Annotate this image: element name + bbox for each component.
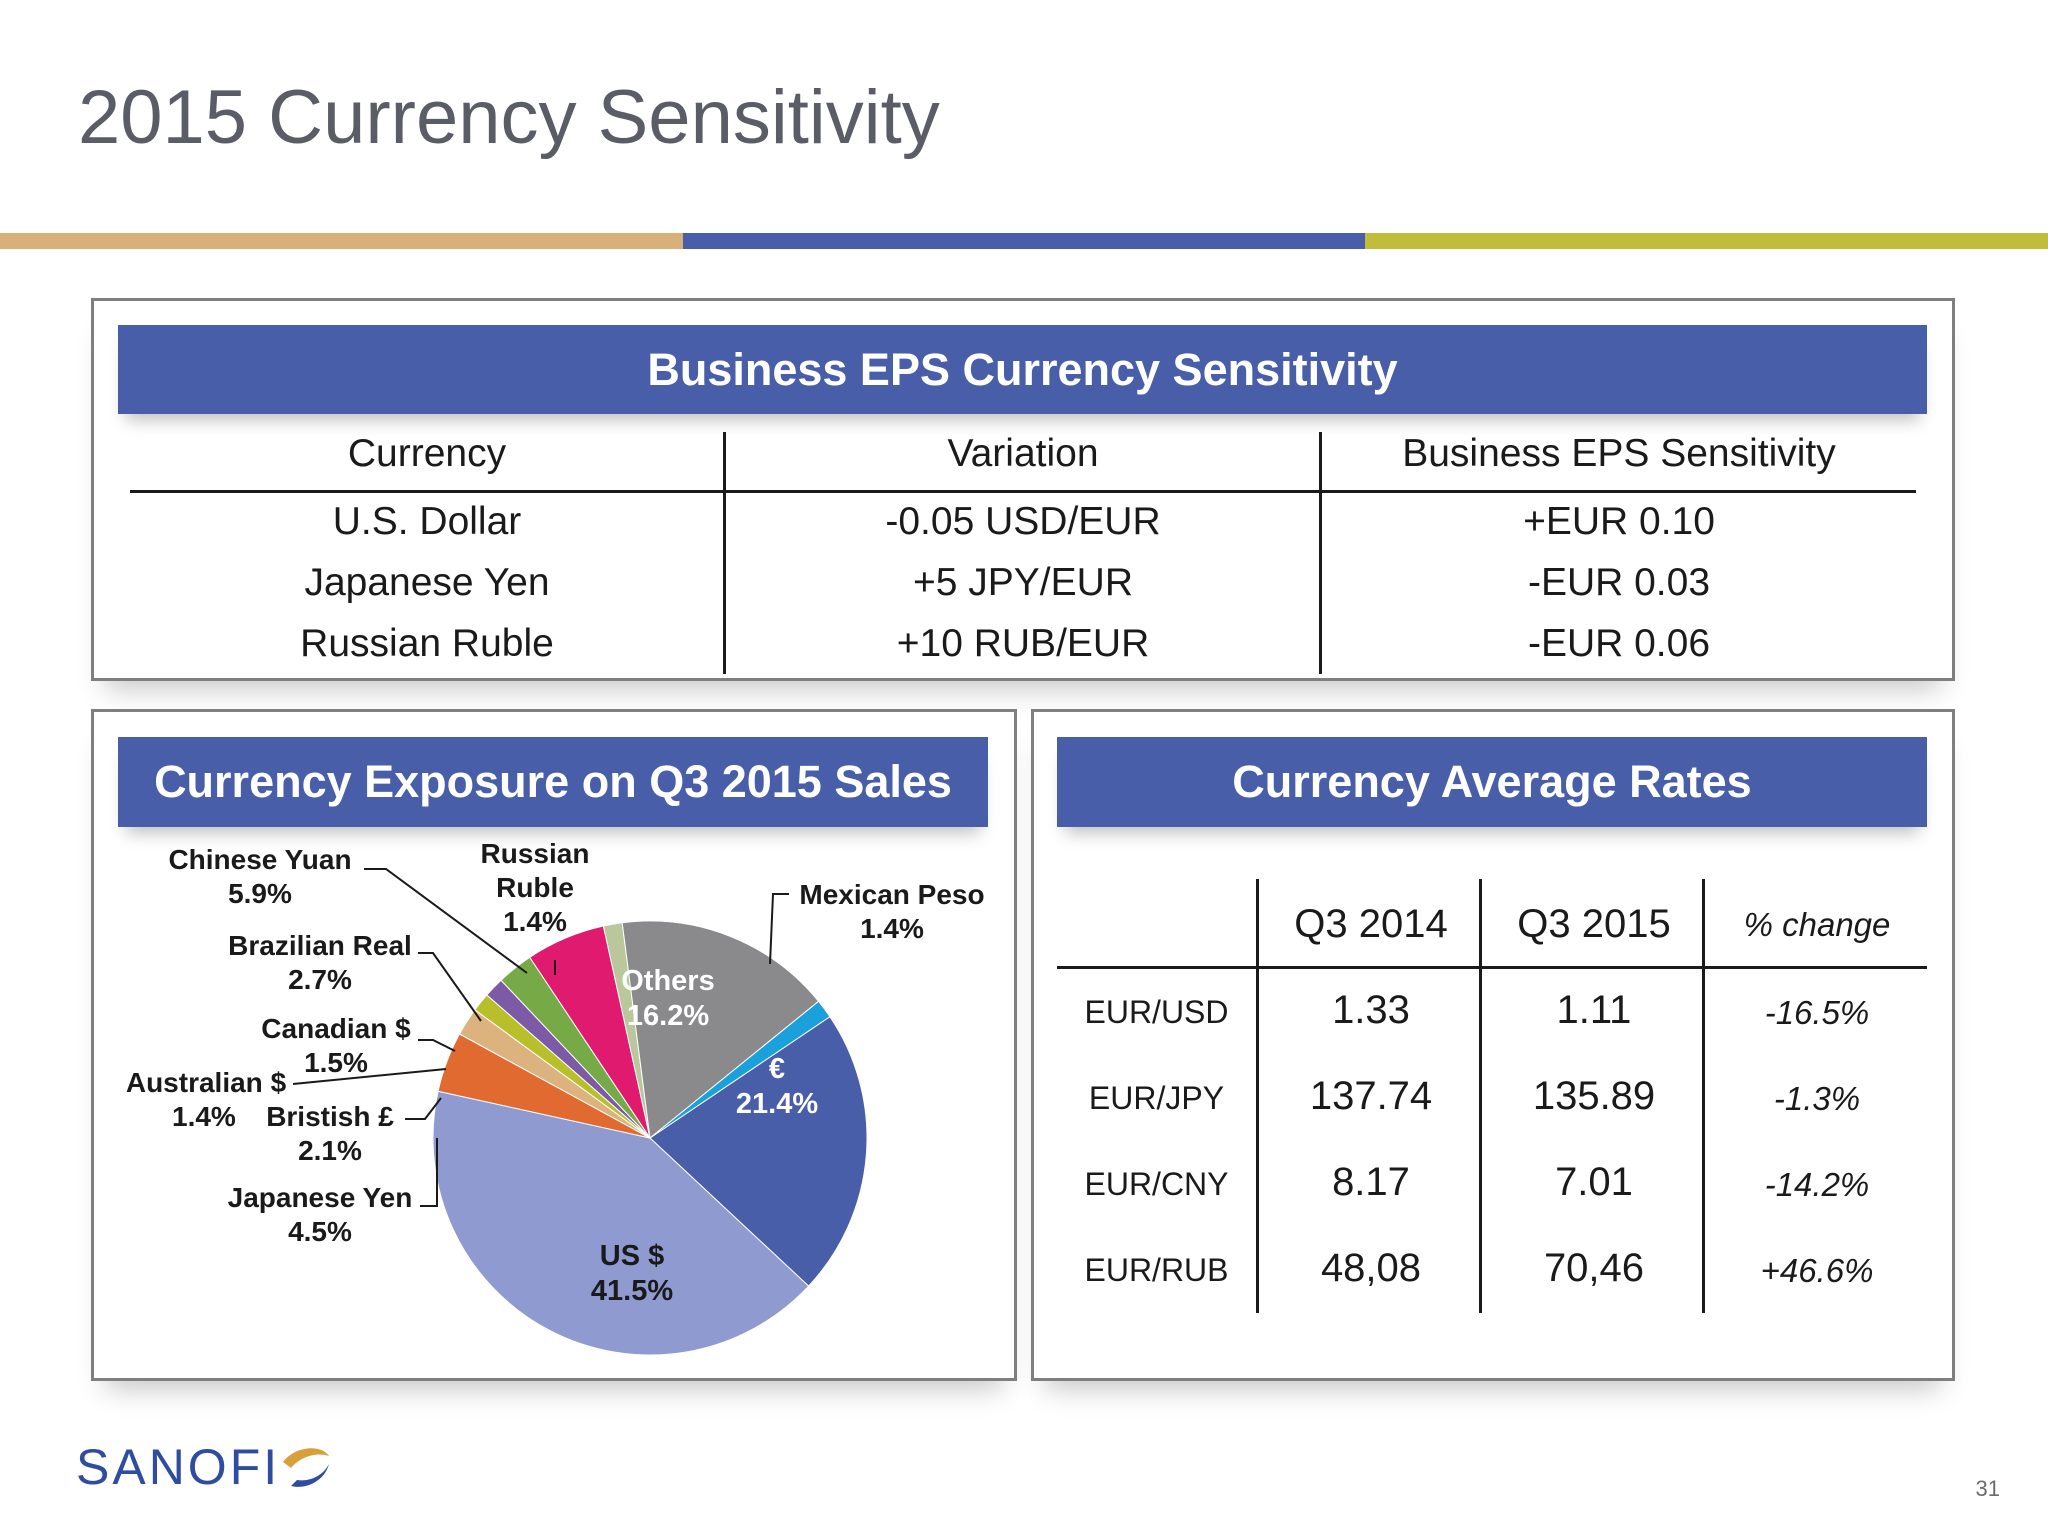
label-british-name: Bristish £	[266, 1101, 394, 1132]
eps-row-usd-variation: -0.05 USD/EUR	[885, 500, 1161, 543]
rates-col-q3-2014: Q3 2014	[1294, 902, 1448, 946]
page-number: 31	[1975, 1476, 2000, 1501]
label-brazilian-real-name: Brazilian Real	[228, 930, 412, 961]
label-euro-name: €	[768, 1053, 786, 1085]
rates-row-jpy-q3-2015: 135.89	[1532, 1074, 1656, 1118]
rates-row-jpy-change: -1.3%	[1773, 1080, 1861, 1117]
rates-row-rub-change: +46.6%	[1760, 1252, 1874, 1289]
label-chinese-yuan-value: 5.9%	[228, 878, 292, 909]
eps-col-divider-2	[1319, 432, 1322, 674]
label-canadian: Canadian $ 1.5%	[246, 1012, 426, 1080]
label-australian-value: 1.4%	[172, 1101, 236, 1132]
label-others-name: Others	[621, 965, 715, 997]
accent-bar-blue	[683, 233, 1365, 249]
slide-title: 2015 Currency Sensitivity	[78, 75, 940, 160]
label-others: Others 16.2%	[598, 964, 738, 1034]
label-australian-name: Australian $	[125, 1067, 287, 1098]
label-others-value: 16.2%	[626, 1000, 710, 1032]
rates-row-rub-q3-2015: 70,46	[1543, 1246, 1645, 1290]
eps-row-rub-variation: +10 RUB/EUR	[896, 622, 1150, 665]
eps-row-usd-currency: U.S. Dollar	[332, 500, 522, 543]
rates-col-q3-2015: Q3 2015	[1517, 902, 1671, 946]
rates-row-cny-q3-2015: 7.01	[1555, 1160, 1633, 1204]
rates-row-usd-change: -16.5%	[1764, 994, 1870, 1031]
eps-row-jpy-sensitivity: -EUR 0.03	[1527, 561, 1711, 604]
eps-row-usd-sensitivity: +EUR 0.10	[1523, 500, 1715, 543]
label-russian-ruble: Russian Ruble 1.4%	[470, 837, 600, 939]
label-euro: € 21.4%	[712, 1052, 842, 1122]
label-japanese-yen-name: Japanese Yen	[227, 1182, 413, 1213]
eps-col-sensitivity: Business EPS Sensitivity	[1402, 432, 1836, 475]
rates-row-usd-q3-2015: 1.11	[1556, 988, 1632, 1032]
rates-row-jpy-pair: EUR/JPY	[1088, 1080, 1225, 1116]
rates-row-cny-q3-2014: 8.17	[1332, 1160, 1410, 1204]
rates-row-jpy-q3-2014: 137.74	[1309, 1074, 1433, 1118]
rates-col-change: % change	[1743, 906, 1891, 943]
eps-row-jpy-variation: +5 JPY/EUR	[912, 561, 1133, 604]
rates-panel-header: Currency Average Rates	[1057, 737, 1927, 827]
label-mexican-peso: Mexican Peso 1.4%	[782, 878, 1002, 946]
label-us-dollar-name: US $	[599, 1240, 665, 1272]
rates-row-cny-change: -14.2%	[1764, 1166, 1870, 1203]
rates-col-divider-3	[1702, 879, 1705, 1313]
label-us-dollar: US $ 41.5%	[562, 1239, 702, 1309]
rates-row-rub-pair: EUR/RUB	[1084, 1252, 1229, 1288]
accent-bar-tan	[0, 233, 683, 249]
rates-row-rub-q3-2014: 48,08	[1320, 1246, 1422, 1290]
label-canadian-value: 1.5%	[304, 1047, 368, 1078]
eps-row-rub-currency: Russian Ruble	[300, 622, 554, 665]
eps-col-variation: Variation	[947, 432, 1099, 475]
rates-row-usd-pair: EUR/USD	[1084, 994, 1229, 1030]
label-australian: Australian $ 1.4%	[116, 1066, 296, 1134]
label-us-dollar-value: 41.5%	[590, 1275, 674, 1307]
label-mexican-peso-value: 1.4%	[860, 913, 924, 944]
eps-panel-header: Business EPS Currency Sensitivity	[118, 325, 1927, 414]
rates-row-cny-pair: EUR/CNY	[1084, 1166, 1229, 1202]
eps-col-divider-1	[723, 432, 726, 674]
sanofi-bird-icon	[283, 1448, 329, 1487]
label-canadian-name: Canadian $	[261, 1013, 411, 1044]
accent-bar-olive	[1365, 233, 2048, 249]
label-british: Bristish £ 2.1%	[255, 1100, 405, 1168]
label-brazilian-real-value: 2.7%	[288, 964, 352, 995]
sanofi-logo-text: SANOFI	[76, 1439, 281, 1495]
eps-row-rub-sensitivity: -EUR 0.06	[1527, 622, 1711, 665]
label-japanese-yen-value: 4.5%	[288, 1216, 352, 1247]
label-euro-value: 21.4%	[735, 1088, 819, 1120]
label-chinese-yuan-name: Chinese Yuan	[168, 844, 352, 875]
label-british-value: 2.1%	[298, 1135, 362, 1166]
label-japanese-yen: Japanese Yen 4.5%	[210, 1181, 430, 1249]
label-brazilian-real: Brazilian Real 2.7%	[210, 929, 430, 997]
label-chinese-yuan: Chinese Yuan 5.9%	[150, 843, 370, 911]
rates-header-divider	[1057, 966, 1927, 969]
eps-col-currency: Currency	[347, 432, 507, 475]
rates-row-usd-q3-2014: 1.33	[1332, 988, 1410, 1032]
label-russian-ruble-value: 1.4%	[503, 906, 567, 937]
rates-col-divider-2	[1479, 879, 1482, 1313]
rates-col-divider-1	[1256, 879, 1259, 1313]
eps-row-jpy-currency: Japanese Yen	[304, 561, 550, 604]
label-russian-ruble-name: Russian Ruble	[480, 838, 590, 903]
label-mexican-peso-name: Mexican Peso	[799, 879, 985, 910]
exposure-panel-header: Currency Exposure on Q3 2015 Sales	[118, 737, 988, 827]
eps-header-divider	[130, 490, 1916, 493]
